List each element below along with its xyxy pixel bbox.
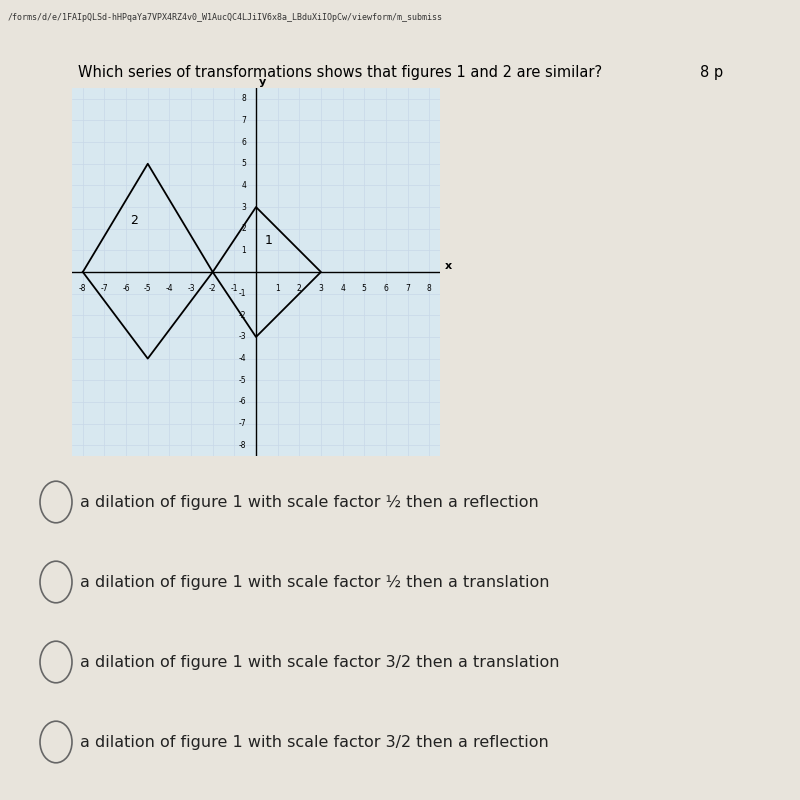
- Text: -8: -8: [79, 284, 86, 293]
- Text: 2: 2: [297, 284, 302, 293]
- Text: 4: 4: [242, 181, 246, 190]
- Text: a dilation of figure 1 with scale factor ½ then a translation: a dilation of figure 1 with scale factor…: [80, 574, 550, 590]
- Text: -5: -5: [144, 284, 151, 293]
- Text: -2: -2: [209, 284, 217, 293]
- Text: -6: -6: [122, 284, 130, 293]
- Text: 2: 2: [242, 224, 246, 234]
- Text: 5: 5: [242, 159, 246, 168]
- Text: 6: 6: [383, 284, 388, 293]
- Text: 8: 8: [427, 284, 431, 293]
- Text: 3: 3: [242, 202, 246, 211]
- Text: -4: -4: [166, 284, 174, 293]
- Text: 8 p: 8 p: [700, 66, 723, 81]
- Text: -7: -7: [101, 284, 108, 293]
- Text: 7: 7: [242, 116, 246, 125]
- Text: 2: 2: [130, 214, 138, 227]
- Text: -4: -4: [238, 354, 246, 363]
- Text: 6: 6: [242, 138, 246, 146]
- Text: a dilation of figure 1 with scale factor 3/2 then a reflection: a dilation of figure 1 with scale factor…: [80, 734, 549, 750]
- Text: 3: 3: [318, 284, 323, 293]
- Text: Which series of transformations shows that figures 1 and 2 are similar?: Which series of transformations shows th…: [78, 66, 602, 81]
- Text: 7: 7: [405, 284, 410, 293]
- Text: -8: -8: [238, 441, 246, 450]
- Text: -5: -5: [238, 376, 246, 385]
- Text: -2: -2: [238, 310, 246, 320]
- Text: 1: 1: [242, 246, 246, 255]
- Text: x: x: [445, 261, 452, 270]
- Text: a dilation of figure 1 with scale factor 3/2 then a translation: a dilation of figure 1 with scale factor…: [80, 654, 559, 670]
- Text: Figure 1 is the preimage. *: Figure 1 is the preimage. *: [78, 91, 273, 106]
- Text: -1: -1: [230, 284, 238, 293]
- Text: 1: 1: [265, 234, 273, 247]
- Text: 8: 8: [242, 94, 246, 103]
- Text: a dilation of figure 1 with scale factor ½ then a reflection: a dilation of figure 1 with scale factor…: [80, 494, 538, 510]
- Text: y: y: [259, 77, 266, 86]
- Text: -3: -3: [238, 333, 246, 342]
- Text: 5: 5: [362, 284, 366, 293]
- Text: -6: -6: [238, 398, 246, 406]
- Text: 1: 1: [275, 284, 280, 293]
- Text: -7: -7: [238, 419, 246, 428]
- Text: 4: 4: [340, 284, 345, 293]
- Text: /forms/d/e/1FAIpQLSd-hHPqaYa7VPX4RZ4v0_W1AucQC4LJiIV6x8a_LBduXiIOpCw/viewform/m_: /forms/d/e/1FAIpQLSd-hHPqaYa7VPX4RZ4v0_W…: [8, 14, 443, 22]
- Text: -3: -3: [187, 284, 195, 293]
- Text: -1: -1: [238, 289, 246, 298]
